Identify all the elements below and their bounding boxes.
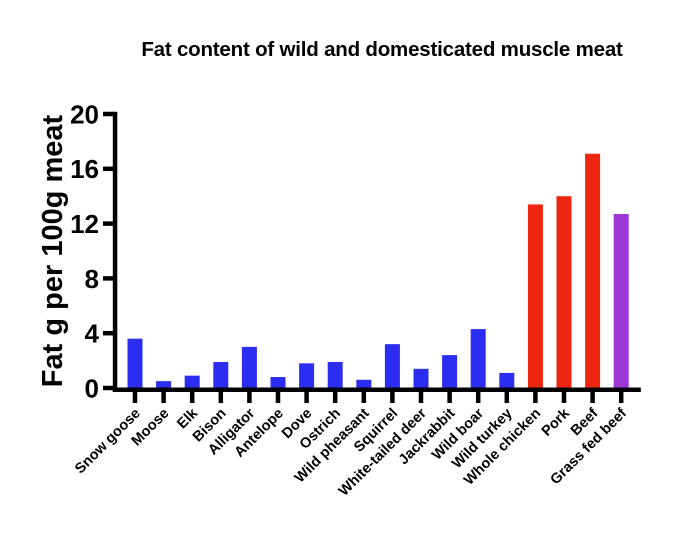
bar-grass-fed-beef	[613, 214, 629, 388]
bar-series	[127, 153, 629, 388]
chart-title: Fat content of wild and domesticated mus…	[141, 38, 623, 61]
y-tick-16	[103, 166, 115, 172]
x-tick-jackrabbit	[447, 390, 452, 403]
bar-ostrich	[327, 361, 343, 388]
bar-moose	[156, 381, 172, 388]
x-tick-wild-turkey	[504, 390, 510, 403]
y-tick-8	[103, 276, 115, 281]
bar-wild-boar	[470, 329, 486, 388]
y-tick-label-8: 8	[85, 264, 99, 294]
y-tick-4	[103, 330, 115, 336]
x-tick-wild-pheasant	[361, 390, 367, 403]
x-tick-squirrel	[390, 390, 395, 403]
y-tick-label-12: 12	[70, 209, 99, 239]
x-axis-ticks	[132, 390, 624, 403]
x-axis-line	[112, 387, 641, 392]
bar-white-tailed-deer	[413, 368, 429, 388]
bar-alligator	[241, 346, 257, 388]
x-tick-whole-chicken	[533, 390, 538, 403]
bar-wild-pheasant	[356, 379, 372, 388]
x-tick-label-pork: Pork	[539, 405, 574, 440]
x-tick-grass-fed-beef	[618, 390, 624, 403]
bar-snow-goose	[127, 338, 143, 388]
y-tick-label-0: 0	[85, 373, 99, 403]
x-tick-snow-goose	[132, 390, 138, 403]
x-tick-ostrich	[332, 390, 338, 403]
x-tick-moose	[161, 390, 166, 403]
x-tick-dove	[304, 390, 309, 403]
y-tick-label-4: 4	[85, 319, 100, 349]
x-tick-bison	[218, 390, 224, 403]
x-tick-elk	[189, 390, 195, 403]
bar-pork	[556, 196, 572, 388]
bar-dove	[299, 363, 315, 388]
x-tick-beef	[590, 390, 595, 403]
y-axis-tick-labels: 0 4 8 12 16 20	[70, 99, 99, 403]
y-axis-line	[112, 111, 118, 393]
bar-antelope	[270, 377, 286, 388]
x-tick-pork	[561, 390, 567, 403]
bar-whole-chicken	[527, 204, 543, 388]
x-tick-wild-boar	[475, 390, 481, 403]
y-axis-title: Fat g per 100g meat	[37, 114, 69, 387]
y-tick-0	[103, 385, 115, 391]
x-tick-antelope	[275, 390, 281, 403]
bar-wild-turkey	[499, 372, 515, 388]
x-tick-alligator	[247, 390, 252, 403]
bar-elk	[184, 375, 200, 388]
y-tick-label-16: 16	[70, 154, 99, 184]
bar-beef	[585, 153, 601, 388]
y-tick-20	[103, 111, 115, 117]
y-tick-label-20: 20	[70, 99, 99, 129]
bar-bison	[213, 361, 229, 388]
bar-squirrel	[384, 344, 400, 388]
bar-jackrabbit	[442, 355, 458, 388]
y-tick-12	[103, 221, 115, 226]
x-tick-white-tailed-deer	[418, 390, 424, 403]
y-axis-ticks	[103, 111, 115, 391]
